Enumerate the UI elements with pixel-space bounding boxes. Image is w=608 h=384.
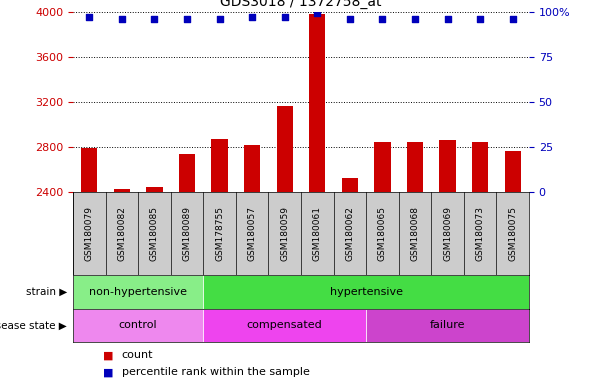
Text: percentile rank within the sample: percentile rank within the sample: [122, 367, 309, 377]
Bar: [203, 275, 529, 309]
Bar: [366, 309, 529, 342]
Bar: [277, 106, 293, 192]
Text: non-hypertensive: non-hypertensive: [89, 287, 187, 297]
Text: count: count: [122, 350, 153, 360]
Bar: [203, 309, 366, 342]
Text: GSM178755: GSM178755: [215, 206, 224, 261]
Title: GDS3018 / 1372758_at: GDS3018 / 1372758_at: [220, 0, 382, 9]
Text: GSM180069: GSM180069: [443, 206, 452, 261]
Text: GSM180085: GSM180085: [150, 206, 159, 261]
Text: GSM180059: GSM180059: [280, 206, 289, 261]
Point: [313, 10, 322, 17]
Bar: [81, 148, 97, 192]
Bar: [472, 142, 488, 192]
Bar: [342, 179, 358, 192]
Text: GSM180061: GSM180061: [313, 206, 322, 261]
Point: [117, 16, 126, 22]
Text: control: control: [119, 320, 157, 331]
Bar: [179, 154, 195, 192]
Bar: [244, 145, 260, 192]
Text: hypertensive: hypertensive: [330, 287, 402, 297]
Bar: [73, 275, 203, 309]
Point: [508, 16, 517, 22]
Point: [247, 14, 257, 20]
Text: GSM180062: GSM180062: [345, 206, 354, 261]
Text: GSM180065: GSM180065: [378, 206, 387, 261]
Point: [443, 16, 452, 22]
Bar: [407, 142, 423, 192]
Point: [215, 16, 224, 22]
Bar: [114, 189, 130, 192]
Text: disease state ▶: disease state ▶: [0, 320, 67, 331]
Text: compensated: compensated: [247, 320, 323, 331]
Point: [475, 16, 485, 22]
Bar: [73, 309, 203, 342]
Text: strain ▶: strain ▶: [26, 287, 67, 297]
Bar: [212, 139, 227, 192]
Text: GSM180073: GSM180073: [475, 206, 485, 261]
Text: GSM180079: GSM180079: [85, 206, 94, 261]
Text: failure: failure: [430, 320, 465, 331]
Point: [150, 16, 159, 22]
Text: GSM180075: GSM180075: [508, 206, 517, 261]
Bar: [505, 151, 521, 192]
Text: ■: ■: [103, 350, 114, 360]
Point: [280, 14, 289, 20]
Bar: [440, 140, 455, 192]
Bar: [375, 142, 390, 192]
Point: [85, 14, 94, 20]
Point: [182, 16, 192, 22]
Point: [345, 16, 354, 22]
Point: [378, 16, 387, 22]
Text: GSM180082: GSM180082: [117, 206, 126, 261]
Text: GSM180057: GSM180057: [247, 206, 257, 261]
Bar: [147, 187, 162, 192]
Text: ■: ■: [103, 367, 114, 377]
Text: GSM180089: GSM180089: [182, 206, 192, 261]
Text: GSM180068: GSM180068: [410, 206, 420, 261]
Point: [410, 16, 420, 22]
Bar: [309, 14, 325, 192]
